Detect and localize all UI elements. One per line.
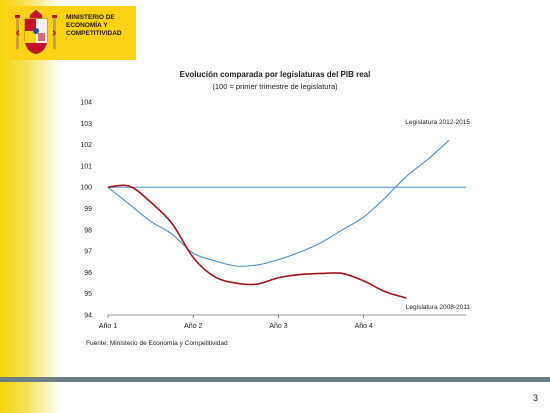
footer-bar	[0, 377, 550, 382]
series-line-2008-2011	[107, 184, 407, 299]
x-tick-label: Año 3	[269, 323, 287, 330]
y-tick-label: 101	[80, 163, 92, 170]
y-tick-label: 95	[84, 291, 92, 298]
x-tick-label: Año 2	[184, 323, 202, 330]
series-line-2012-2015	[107, 139, 450, 267]
y-tick-label: 100	[80, 185, 92, 192]
ministry-name: MINISTERIO DE ECONOMÍA Y COMPETITIVIDAD	[66, 14, 136, 38]
ministry-line-3: COMPETITIVIDAD	[66, 30, 122, 37]
chart-title: Evolución comparada por legislaturas del…	[180, 70, 371, 79]
y-tick-label: 96	[84, 270, 92, 277]
ministry-line-2: ECONOMÍA Y	[66, 22, 108, 29]
chart-source: Fuente: Ministerio de Economía y Competi…	[86, 340, 228, 347]
y-tick-label: 97	[84, 249, 92, 256]
series-label-2008-2011: Legislatura 2008-2011	[406, 304, 471, 311]
chart-subtitle: (100 = primer trimestre de legislatura)	[212, 82, 338, 91]
y-tick-label: 102	[80, 142, 92, 149]
coat-of-arms-icon	[15, 9, 57, 55]
x-tick-label: Año 4	[355, 323, 373, 330]
x-axis: Año 1 Año 2 Año 3 Año 4	[99, 314, 466, 330]
page-number: 3	[532, 393, 538, 403]
x-tick-label: Año 1	[99, 323, 117, 330]
y-tick-label: 104	[80, 100, 92, 107]
y-axis-ticks: 94 95 96 97 98 99 100 101 102 103 104	[80, 100, 92, 320]
ministry-header: MINISTERIO DE ECONOMÍA Y COMPETITIVIDAD	[8, 6, 136, 60]
series-group	[107, 139, 450, 299]
y-tick-label: 99	[84, 206, 92, 213]
y-tick-label: 98	[84, 227, 92, 234]
series-label-2012-2015: Legislatura 2012-2015	[405, 119, 470, 126]
ministry-line-1: MINISTERIO DE	[66, 14, 115, 21]
y-tick-label: 94	[84, 313, 92, 320]
left-decorative-band	[0, 0, 60, 413]
y-tick-label: 103	[80, 121, 92, 128]
